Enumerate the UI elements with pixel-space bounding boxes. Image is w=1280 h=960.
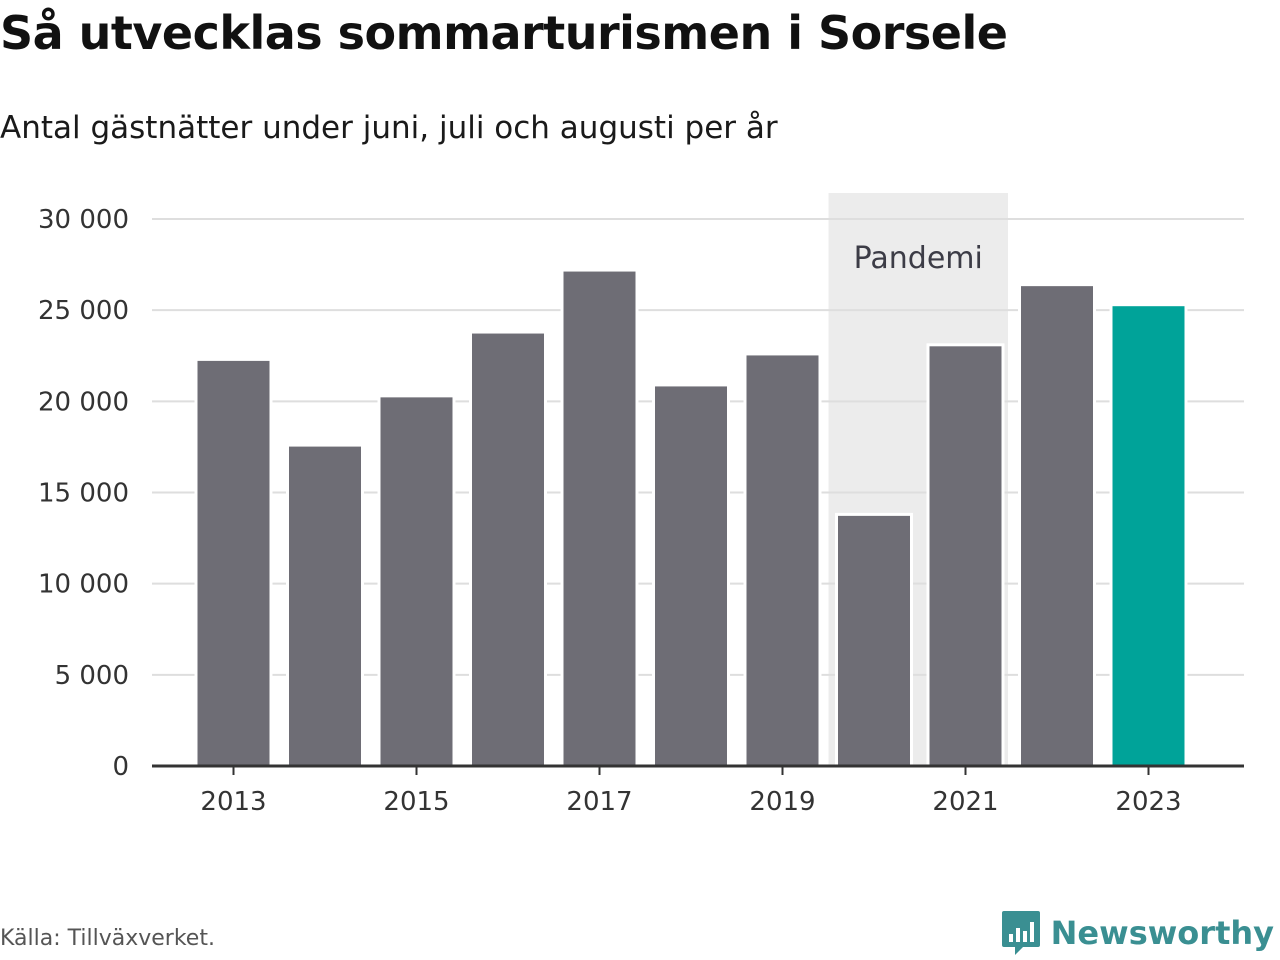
brand-logo: Newsworthy [1001,908,1274,958]
bar-2014 [286,443,364,768]
y-tick-label: 5 000 [55,661,129,691]
bar-2016 [469,330,547,768]
bar-2013 [194,357,273,768]
bar-2023 [1109,303,1188,768]
y-tick-label: 30 000 [38,205,129,235]
bar-2017 [560,268,639,768]
pandemic-annotation-label: Pandemi [854,241,983,276]
chart-subtitle: Antal gästnätter under juni, juli och au… [0,110,778,146]
brand-name: Newsworthy [1050,914,1274,952]
source-note: Källa: Tillväxverket. [0,926,215,951]
bar-2020 [835,512,913,768]
y-tick-label: 20 000 [38,387,129,417]
bar-2019 [743,352,822,768]
bar-2015 [377,394,456,768]
x-tick-label: 2023 [1115,787,1181,817]
x-tick-label: 2019 [749,787,815,817]
newsworthy-bar-chart-icon [1001,911,1040,955]
x-tick-label: 2021 [932,787,998,817]
x-tick-label: 2015 [383,787,449,817]
x-tick-label: 2017 [566,787,632,817]
y-tick-label: 0 [112,752,129,782]
x-tick-label: 2013 [200,787,266,817]
bar-2022 [1018,283,1096,768]
bar-2021 [926,343,1005,768]
y-tick-label: 25 000 [38,296,129,326]
chart-title: Så utvecklas sommarturismen i Sorsele [0,6,1008,60]
bar-2018 [652,383,730,768]
bar-chart: Pandemi 0 5 000 10 000 15 000 20 000 25 000 30 … [38,193,1244,817]
y-tick-label: 10 000 [38,570,129,600]
y-tick-label: 15 000 [38,479,129,509]
